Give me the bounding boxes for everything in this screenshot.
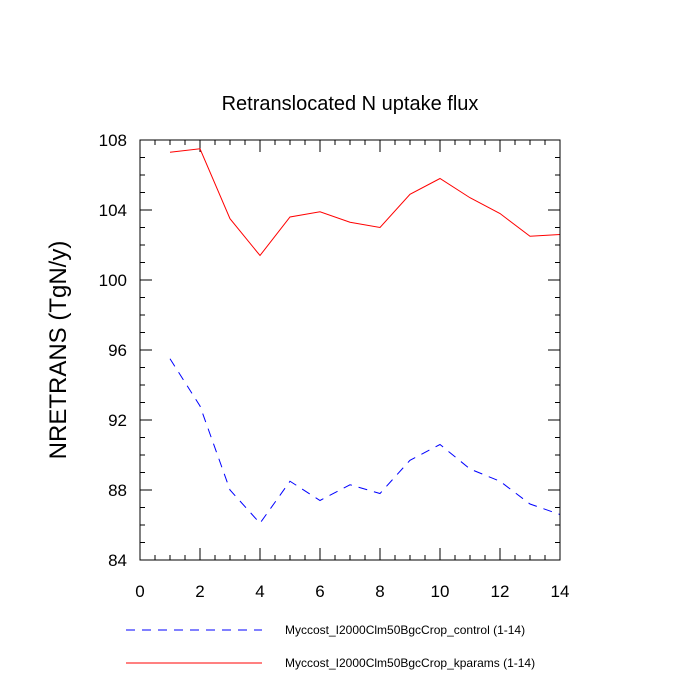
series-layer <box>169 148 561 525</box>
legend-label: Myccost_I2000Clm50BgcCrop_kparams (1-14) <box>285 656 535 670</box>
legend-label: Myccost_I2000Clm50BgcCrop_control (1-14) <box>285 623 525 637</box>
x-tick-label: 10 <box>431 582 450 601</box>
y-tick-label: 100 <box>99 271 127 290</box>
axis-tick-labels: 0 2 4 6 8 10 12 14 84 88 92 96 100 104 108 <box>99 131 570 601</box>
legend: Myccost_I2000Clm50BgcCrop_control (1-14)… <box>126 623 535 670</box>
y-tick-label: 84 <box>108 551 127 570</box>
x-tick-label: 4 <box>255 582 264 601</box>
y-tick-label: 108 <box>99 131 127 150</box>
y-tick-label: 96 <box>108 341 127 360</box>
chart-title: Retranslocated N uptake flux <box>222 93 479 115</box>
x-tick-label: 8 <box>375 582 384 601</box>
y-tick-label: 92 <box>108 411 127 430</box>
y-tick-label: 104 <box>99 201 127 220</box>
series-line <box>169 148 561 257</box>
plot-frame <box>139 139 561 561</box>
x-tick-label: 2 <box>195 582 204 601</box>
x-tick-label: 14 <box>551 582 570 601</box>
axis-ticks <box>139 139 561 561</box>
y-tick-label: 88 <box>108 481 127 500</box>
series-line <box>169 358 561 525</box>
y-axis-label: NRETRANS (TgN/y) <box>45 241 72 460</box>
x-tick-label: 6 <box>315 582 324 601</box>
x-tick-label: 0 <box>135 582 144 601</box>
x-tick-label: 12 <box>491 582 510 601</box>
